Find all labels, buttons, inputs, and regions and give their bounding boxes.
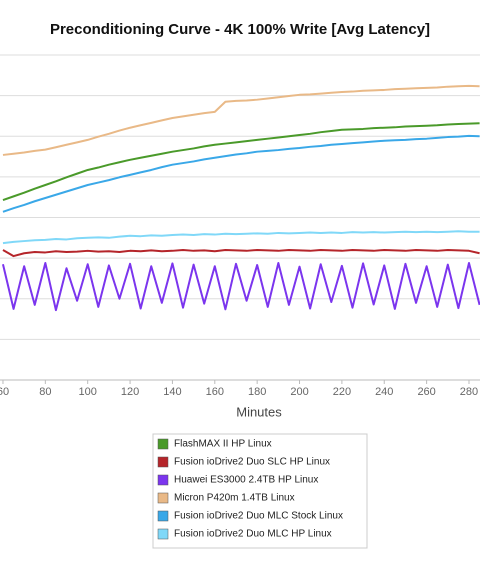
legend-box: [152, 433, 368, 549]
x-axis-label: Minutes: [236, 404, 282, 419]
x-tick-label: 200: [290, 386, 308, 398]
series-line: [2, 134, 480, 213]
chart-title: Preconditioning Curve - 4K 100% Write [A…: [50, 21, 430, 38]
series-line: [2, 230, 480, 245]
x-tick-label: 120: [121, 386, 139, 398]
x-tick-label: 180: [248, 386, 266, 398]
x-tick-label: 80: [39, 386, 51, 398]
x-tick-label: 240: [375, 386, 393, 398]
legend-label: Fusion ioDrive2 Duo SLC HP Linux: [174, 457, 330, 468]
x-tick-label: 280: [460, 386, 478, 398]
legend-swatch: [157, 528, 169, 540]
series-line: [2, 122, 480, 201]
series-line: [2, 84, 480, 156]
series-line: [1, 262, 480, 312]
legend-swatch: [157, 474, 169, 486]
legend-label: FlashMAX II HP Linux: [174, 439, 272, 450]
legend-label: Huawei ES3000 2.4TB HP Linux: [174, 475, 318, 486]
legend-label: Fusion ioDrive2 Duo MLC HP Linux: [174, 529, 332, 540]
legend-swatch: [157, 438, 169, 450]
series-line: [2, 249, 480, 258]
x-tick-label: 260: [417, 386, 435, 398]
x-tick-label: 60: [0, 386, 9, 398]
legend-swatch: [157, 456, 169, 468]
x-tick-label: 160: [206, 386, 224, 398]
legend-swatch: [157, 492, 169, 504]
x-tick-label: 140: [163, 386, 181, 398]
legend-swatch: [157, 510, 169, 522]
x-tick-label: 220: [333, 386, 351, 398]
legend-label: Fusion ioDrive2 Duo MLC Stock Linux: [174, 511, 343, 522]
legend-label: Micron P420m 1.4TB Linux: [174, 493, 295, 504]
x-tick-label: 100: [79, 386, 97, 398]
